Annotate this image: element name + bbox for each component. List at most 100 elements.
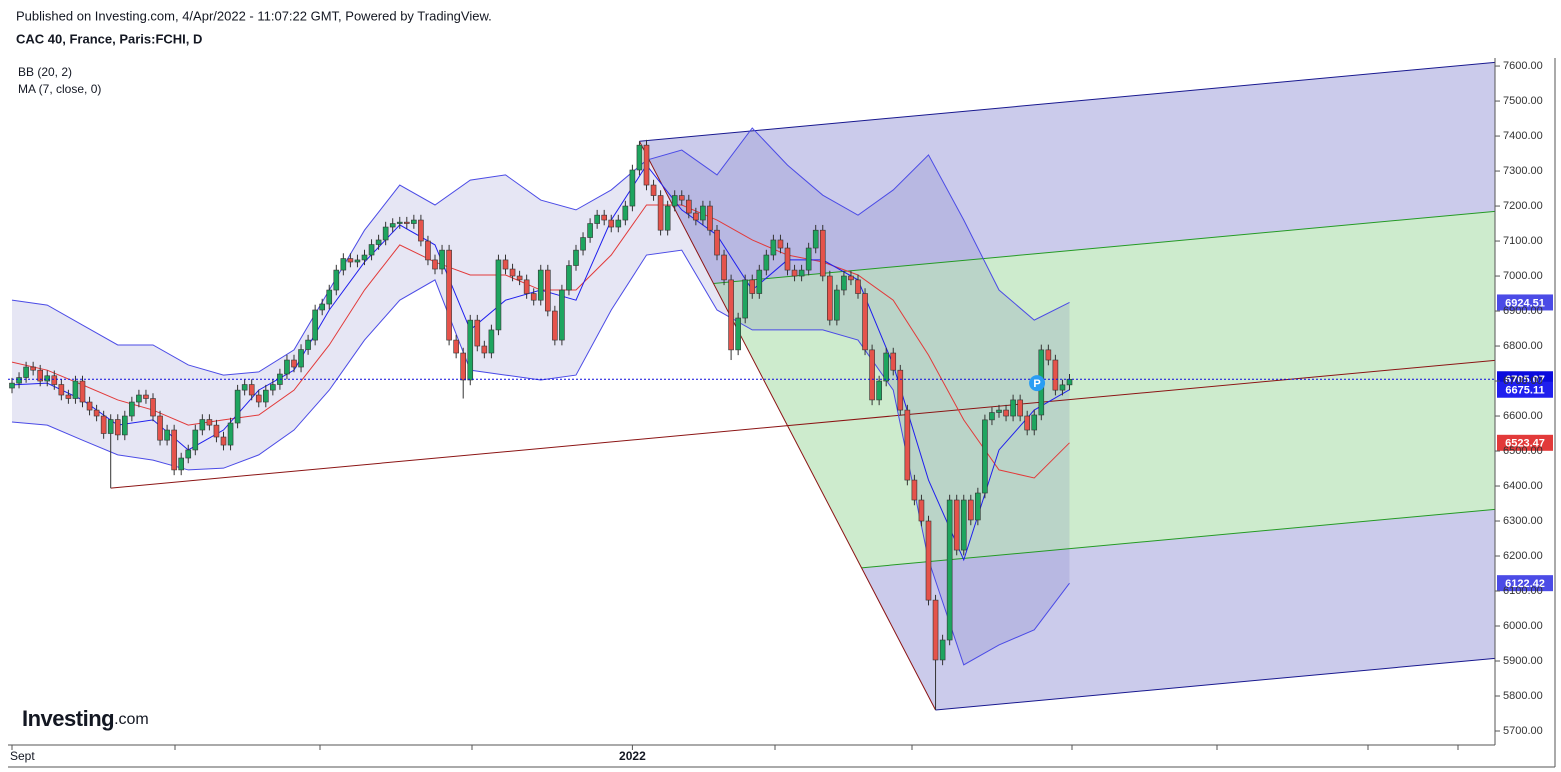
bb-fill [12,127,1070,665]
bb-lower [11,249,1070,666]
candle-body [784,247,791,271]
price-label: 6122.42 [1505,578,1545,590]
price-label-box [1497,434,1553,451]
candle-body [890,352,897,371]
candle-body [911,479,918,501]
candle-body [446,249,452,341]
candle-body [664,205,671,231]
candle-body [897,369,904,411]
candle-body [537,269,544,301]
candle-body [587,223,593,238]
candle-body [319,303,326,311]
candle-body [150,398,156,417]
candle-body [375,239,382,245]
candle-body [382,226,389,241]
candle-body [185,449,192,459]
candle-body [114,419,121,436]
candle-body [714,229,720,256]
candle-body [495,259,502,331]
candle-body [213,424,220,438]
candle-body [982,419,988,494]
candle-body [65,394,72,399]
candle-body [834,289,840,321]
candle-body [636,144,643,171]
candle-body [488,329,495,354]
candle-body [270,384,276,391]
candle-body [30,366,36,371]
plot-area [8,61,1495,711]
candle-body [1052,359,1059,391]
bb-upper [11,127,1070,376]
x-tick-label: Sept [10,749,35,763]
candle-body [735,317,741,351]
candle-body [467,319,474,381]
candle-body [79,380,86,403]
candle-body [1031,414,1038,431]
candle-body [403,221,410,224]
candle-body [474,319,481,347]
candle-body [368,244,375,256]
y-tick-label: 6800.00 [1503,340,1543,352]
candle-body [439,249,445,270]
event-marker-label: P [1033,378,1040,390]
candle-body [742,279,749,319]
candle-body [918,499,925,522]
candle-body [425,240,431,261]
y-tick-label: 7500.00 [1503,95,1543,107]
candle-body [989,412,995,421]
candle-body [1003,409,1009,417]
candle-body [805,247,812,271]
candle-body [685,199,692,214]
candle-body [411,219,417,224]
candle-body [678,195,685,201]
candle-body [749,279,756,294]
candle-body [855,279,861,294]
candle-body [996,409,1002,413]
candle-body [1045,349,1052,361]
candle-body [530,293,537,301]
y-tick-label: 6500.00 [1503,445,1543,457]
logo-main: Investing [22,706,114,731]
price-label: 6675.11 [1505,385,1544,397]
candle-body [777,239,784,249]
candle-body [791,269,798,277]
candle-body [756,269,763,294]
candle-body [220,436,227,446]
pitchfork-upper-line [639,61,1495,142]
pitchfork-inner-line [861,508,1495,569]
candle-body [234,389,241,424]
y-tick-label: 6900.00 [1503,305,1543,317]
candle-body [1066,378,1073,386]
candle-body [72,380,79,399]
candle-body [347,258,354,263]
candle-body [559,289,565,341]
candle-body [544,269,551,312]
candle-body [178,457,184,471]
candle-body [650,184,657,196]
candle-body [826,275,833,321]
candle-body [262,389,269,403]
candle-body [93,409,100,417]
candle-body [460,352,467,381]
legend-ma: MA (7, close, 0) [18,82,101,96]
y-tick-label: 6400.00 [1503,480,1543,492]
pitchfork-median-line [110,359,1495,489]
candle-body [953,499,960,551]
y-tick-label: 6000.00 [1503,620,1543,632]
candle-body [509,268,516,277]
y-tick-label: 6100.00 [1503,585,1543,597]
candle-body [946,499,953,641]
candle-body [523,279,530,294]
candle-body [502,259,509,270]
candle-body [904,409,911,481]
price-label-box [1497,575,1553,592]
y-tick-label: 7300.00 [1503,165,1543,177]
candle-body [164,429,170,441]
candle-body [241,384,248,391]
candle-body [23,366,29,378]
candle-body [107,419,114,434]
candle-body [481,345,488,354]
candle-body [1010,399,1016,417]
